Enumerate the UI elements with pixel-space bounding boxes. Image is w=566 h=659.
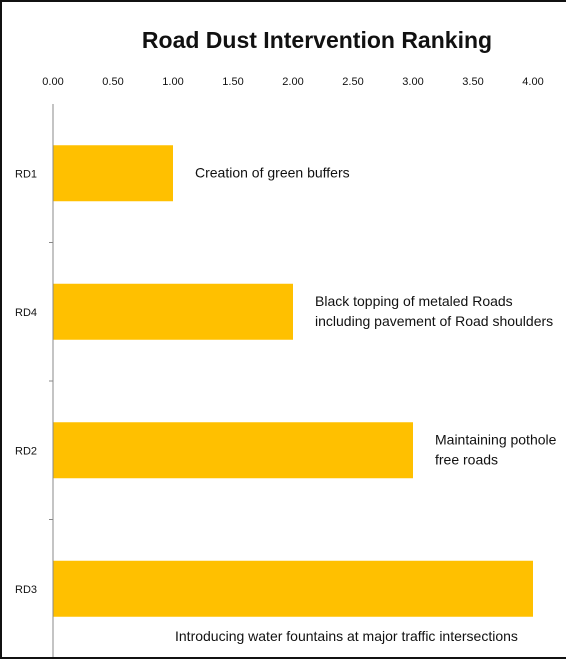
bar-annotation: Introducing water fountains at major tra… bbox=[175, 628, 518, 644]
chart-title: Road Dust Intervention Ranking bbox=[142, 27, 492, 53]
x-tick-label: 1.50 bbox=[222, 76, 243, 88]
bar-annotation: including pavement of Road shoulders bbox=[315, 313, 553, 329]
x-tick-label: 1.00 bbox=[162, 76, 183, 88]
x-tick-label: 3.50 bbox=[462, 76, 483, 88]
category-label: RD3 bbox=[15, 584, 37, 596]
category-labels: RD1 RD4 RD2 RD3 bbox=[15, 168, 37, 596]
x-tick-label: 3.00 bbox=[402, 76, 423, 88]
x-tick-label: 2.00 bbox=[282, 76, 303, 88]
x-tick-label: 2.50 bbox=[342, 76, 363, 88]
bar-annotation: Maintaining pothole bbox=[435, 431, 557, 447]
x-tick-label: 0.50 bbox=[102, 76, 123, 88]
bar-rd2 bbox=[53, 422, 413, 479]
bar-rd4 bbox=[53, 283, 293, 340]
bar-annotation: Creation of green buffers bbox=[195, 164, 350, 180]
category-label: RD2 bbox=[15, 445, 37, 457]
category-label: RD1 bbox=[15, 168, 37, 180]
bars bbox=[53, 145, 533, 617]
x-tick-label: 4.00 bbox=[522, 76, 543, 88]
category-label: RD4 bbox=[15, 307, 37, 319]
bar-rd3 bbox=[53, 560, 533, 617]
bar-annotation: free roads bbox=[435, 451, 498, 467]
bar-annotation: Black topping of metaled Roads bbox=[315, 293, 513, 309]
x-axis-ticks: 0.00 0.50 1.00 1.50 2.00 2.50 3.00 3.50 4.00 bbox=[42, 76, 544, 520]
bar-annotations: Creation of green buffers Black topping o… bbox=[175, 164, 557, 644]
x-tick-label: 0.00 bbox=[42, 76, 63, 88]
bar-rd1 bbox=[53, 145, 173, 202]
